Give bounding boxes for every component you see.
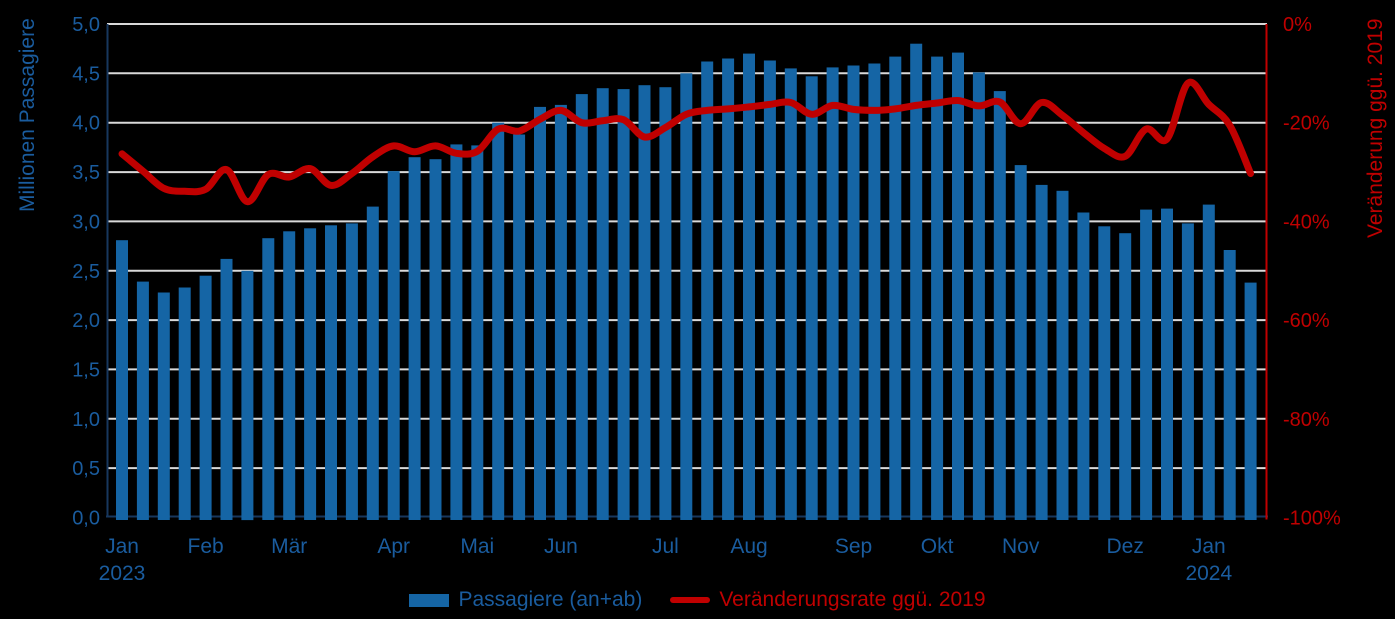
x-label-8: Sep (835, 535, 872, 558)
x-label-5: Jun (544, 535, 578, 558)
bar-week-43 (993, 91, 1006, 520)
bar-week-5 (199, 275, 212, 520)
bar-week-26 (638, 85, 651, 520)
bar-week-42 (972, 72, 985, 521)
left-tick-8: 1,0 (72, 409, 100, 431)
bar-week-41 (952, 52, 964, 520)
left-tick-5: 2,5 (72, 261, 100, 283)
bar-week-4 (178, 287, 191, 520)
bar-week-15 (408, 157, 421, 520)
bar-week-44 (1014, 165, 1027, 520)
bar-week-50 (1140, 209, 1153, 520)
right-tick-3: -60% (1283, 310, 1330, 332)
right-tick-0: 0% (1283, 14, 1312, 36)
bar-week-19 (492, 122, 505, 520)
bar-week-34 (805, 76, 818, 521)
bar-week-20 (513, 134, 526, 520)
bar-week-17 (450, 144, 463, 520)
x-label-4: Mai (460, 535, 494, 558)
left-tick-10: 0,0 (72, 508, 100, 530)
x-label-2: Mär (271, 535, 307, 558)
bar-week-31 (743, 53, 755, 520)
legend-item-rate: Veränderungsrate ggü. 2019 (670, 588, 986, 612)
bar-week-1 (116, 240, 128, 520)
left-axis-title: Millionen Passagiere (16, 18, 39, 212)
bar-week-8 (262, 238, 275, 520)
bar-week-32 (763, 60, 776, 520)
bar-week-52 (1181, 223, 1194, 520)
bar-week-3 (157, 292, 170, 520)
bar-week-51 (1161, 208, 1173, 520)
bar-week-16 (429, 159, 442, 520)
bar-week-33 (784, 68, 797, 521)
x-label-11: Dez (1107, 535, 1144, 558)
x-label-3: Apr (377, 535, 410, 558)
rate-line (118, 78, 1255, 206)
bar-week-10 (304, 228, 317, 521)
bar-week-47 (1077, 212, 1090, 520)
bar-week-2 (136, 281, 149, 520)
left-tick-2: 4,0 (72, 113, 100, 135)
bar-week-37 (868, 63, 881, 520)
bar-week-18 (471, 145, 484, 520)
bar-week-13 (366, 206, 379, 520)
bar-week-30 (722, 58, 735, 520)
bar-week-45 (1035, 184, 1048, 520)
x-label-12: Jan (1192, 535, 1226, 558)
right-tick-4: -80% (1283, 409, 1330, 431)
bar-week-38 (889, 56, 902, 520)
bar-week-7 (241, 270, 254, 521)
bar-week-48 (1098, 226, 1111, 521)
bar-week-21 (534, 106, 546, 521)
x-label-0: Jan (105, 535, 139, 558)
bar-week-55 (1244, 282, 1257, 520)
left-tick-4: 3,0 (72, 211, 100, 233)
right-tick-2: -40% (1283, 211, 1330, 233)
bar-week-40 (931, 56, 944, 520)
bar-week-12 (345, 223, 358, 520)
bar-week-28 (680, 73, 693, 521)
left-tick-0: 5,0 (72, 14, 100, 36)
left-tick-6: 2,0 (72, 310, 100, 332)
x-label-7: Aug (730, 535, 767, 558)
legend-item-passengers: Passagiere (an+ab) (409, 588, 642, 612)
bar-week-54 (1223, 250, 1236, 520)
x-label-6: Jul (652, 535, 679, 558)
bar-week-25 (617, 89, 630, 520)
left-tick-3: 3,5 (72, 162, 100, 184)
bar-week-35 (826, 67, 839, 521)
right-tick-5: -100% (1283, 508, 1341, 530)
x-sublabel-12: 2024 (1185, 562, 1232, 585)
x-label-10: Nov (1002, 535, 1040, 558)
legend-line-label: Veränderungsrate ggü. 2019 (719, 588, 986, 611)
bar-week-36 (847, 65, 860, 520)
bar-week-11 (325, 225, 337, 521)
bar-week-22 (554, 104, 567, 521)
legend: Passagiere (an+ab) Veränderungsrate ggü.… (0, 588, 1395, 612)
bar-week-29 (701, 61, 714, 520)
bar-week-14 (387, 171, 400, 520)
x-label-1: Feb (188, 535, 224, 558)
left-tick-1: 4,5 (72, 63, 100, 85)
bar-week-46 (1056, 190, 1069, 521)
x-label-9: Okt (921, 535, 954, 558)
legend-bar-swatch-icon (409, 593, 450, 607)
legend-line-swatch-icon (670, 597, 711, 603)
bar-week-23 (575, 94, 588, 520)
bar-week-9 (283, 231, 296, 521)
left-tick-7: 1,5 (72, 359, 100, 381)
right-axis-title: Veränderung ggü. 2019 (1364, 18, 1387, 238)
bar-week-24 (596, 88, 609, 520)
right-tick-1: -20% (1283, 113, 1330, 135)
bar-week-49 (1119, 233, 1132, 520)
bar-week-6 (220, 258, 233, 520)
legend-bar-label: Passagiere (an+ab) (458, 588, 643, 611)
bar-week-39 (910, 43, 923, 520)
left-tick-9: 0,5 (72, 458, 100, 480)
x-sublabel-0: 2023 (99, 562, 146, 585)
bar-week-27 (659, 87, 672, 520)
bar-week-53 (1202, 204, 1215, 520)
